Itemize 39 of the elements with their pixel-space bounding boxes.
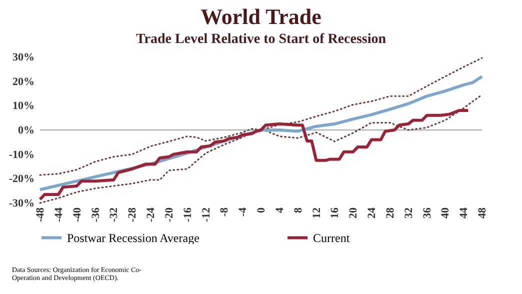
x-tick-label: 40 (440, 207, 452, 218)
line-series (39, 94, 483, 204)
legend-label: Postwar Recession Average (67, 230, 200, 245)
y-tick-label: -20% (8, 173, 34, 186)
legend-label: Current (313, 230, 350, 245)
x-tick-label: -48 (34, 207, 46, 222)
x-tick-label: -44 (52, 207, 65, 222)
x-tick-label: 44 (458, 207, 470, 218)
x-tick-label: -32 (108, 207, 120, 222)
x-tick-label: 0 (256, 207, 268, 213)
x-tick-label: 12 (310, 207, 323, 218)
x-tick-label: 32 (402, 207, 415, 218)
x-tick-label: -20 (163, 207, 176, 222)
y-tick-label: 10% (12, 100, 34, 112)
x-tick-label: -24 (145, 207, 157, 222)
chart-title: World Trade (200, 4, 322, 29)
line-series (39, 57, 483, 176)
x-tick-label: -12 (200, 207, 212, 222)
x-tick-label: 24 (366, 207, 378, 218)
x-tick-label: -40 (71, 207, 84, 222)
x-tick-label: -16 (182, 207, 194, 222)
x-tick-label: 20 (348, 207, 360, 218)
x-tick-label: 36 (421, 207, 434, 218)
x-tick-label: -36 (90, 207, 102, 222)
x-tick-label: -4 (237, 207, 250, 217)
x-tick-label: -8 (218, 207, 231, 217)
y-tick-label: 30% (12, 52, 34, 64)
y-tick-label: -30% (8, 198, 34, 210)
chart-subtitle: Trade Level Relative to Start of Recession (136, 32, 386, 47)
y-tick-label: -10% (8, 148, 34, 161)
x-tick-label: 8 (292, 207, 304, 213)
x-tick-label: 4 (274, 207, 286, 213)
x-tick-label: -28 (126, 207, 139, 222)
x-tick-label: 48 (476, 207, 488, 218)
y-tick-label: 20% (12, 76, 34, 88)
line-series (38, 109, 470, 201)
x-tick-label: 28 (384, 207, 396, 218)
x-tick-label: 16 (329, 207, 342, 218)
y-tick-label: 0% (18, 124, 34, 136)
